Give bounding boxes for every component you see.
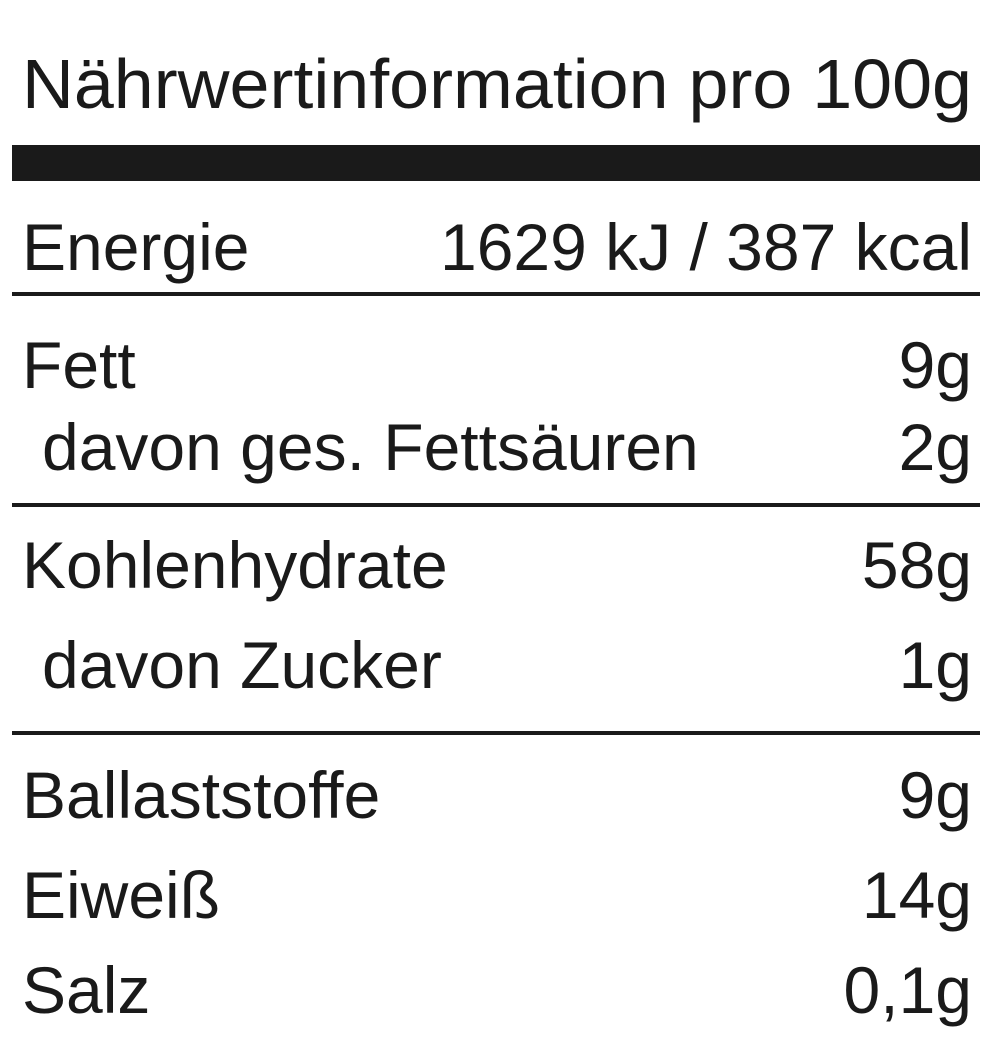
divider <box>12 503 980 507</box>
row-label: Kohlenhydrate <box>22 528 448 602</box>
divider <box>12 731 980 735</box>
row-label: Ballaststoffe <box>22 758 380 832</box>
row-label: davon Zucker <box>42 628 442 702</box>
row-value: 1g <box>899 628 972 702</box>
row-value: 14g <box>862 858 972 932</box>
title: Nährwertinformation pro 100g <box>22 45 972 123</box>
row-value: 9g <box>899 328 972 402</box>
row-label: Fett <box>22 328 136 402</box>
row-label: Energie <box>22 210 250 284</box>
thick-divider <box>12 145 980 181</box>
row-label: davon ges. Fettsäuren <box>42 410 699 484</box>
row-value: 2g <box>899 410 972 484</box>
row-label: Eiweiß <box>22 858 220 932</box>
row-value: 9g <box>899 758 972 832</box>
row-value: 0,1g <box>844 953 972 1027</box>
row-label: Salz <box>22 953 150 1027</box>
row-value: 1629 kJ / 387 kcal <box>440 210 972 284</box>
divider <box>12 292 980 296</box>
row-value: 58g <box>862 528 972 602</box>
